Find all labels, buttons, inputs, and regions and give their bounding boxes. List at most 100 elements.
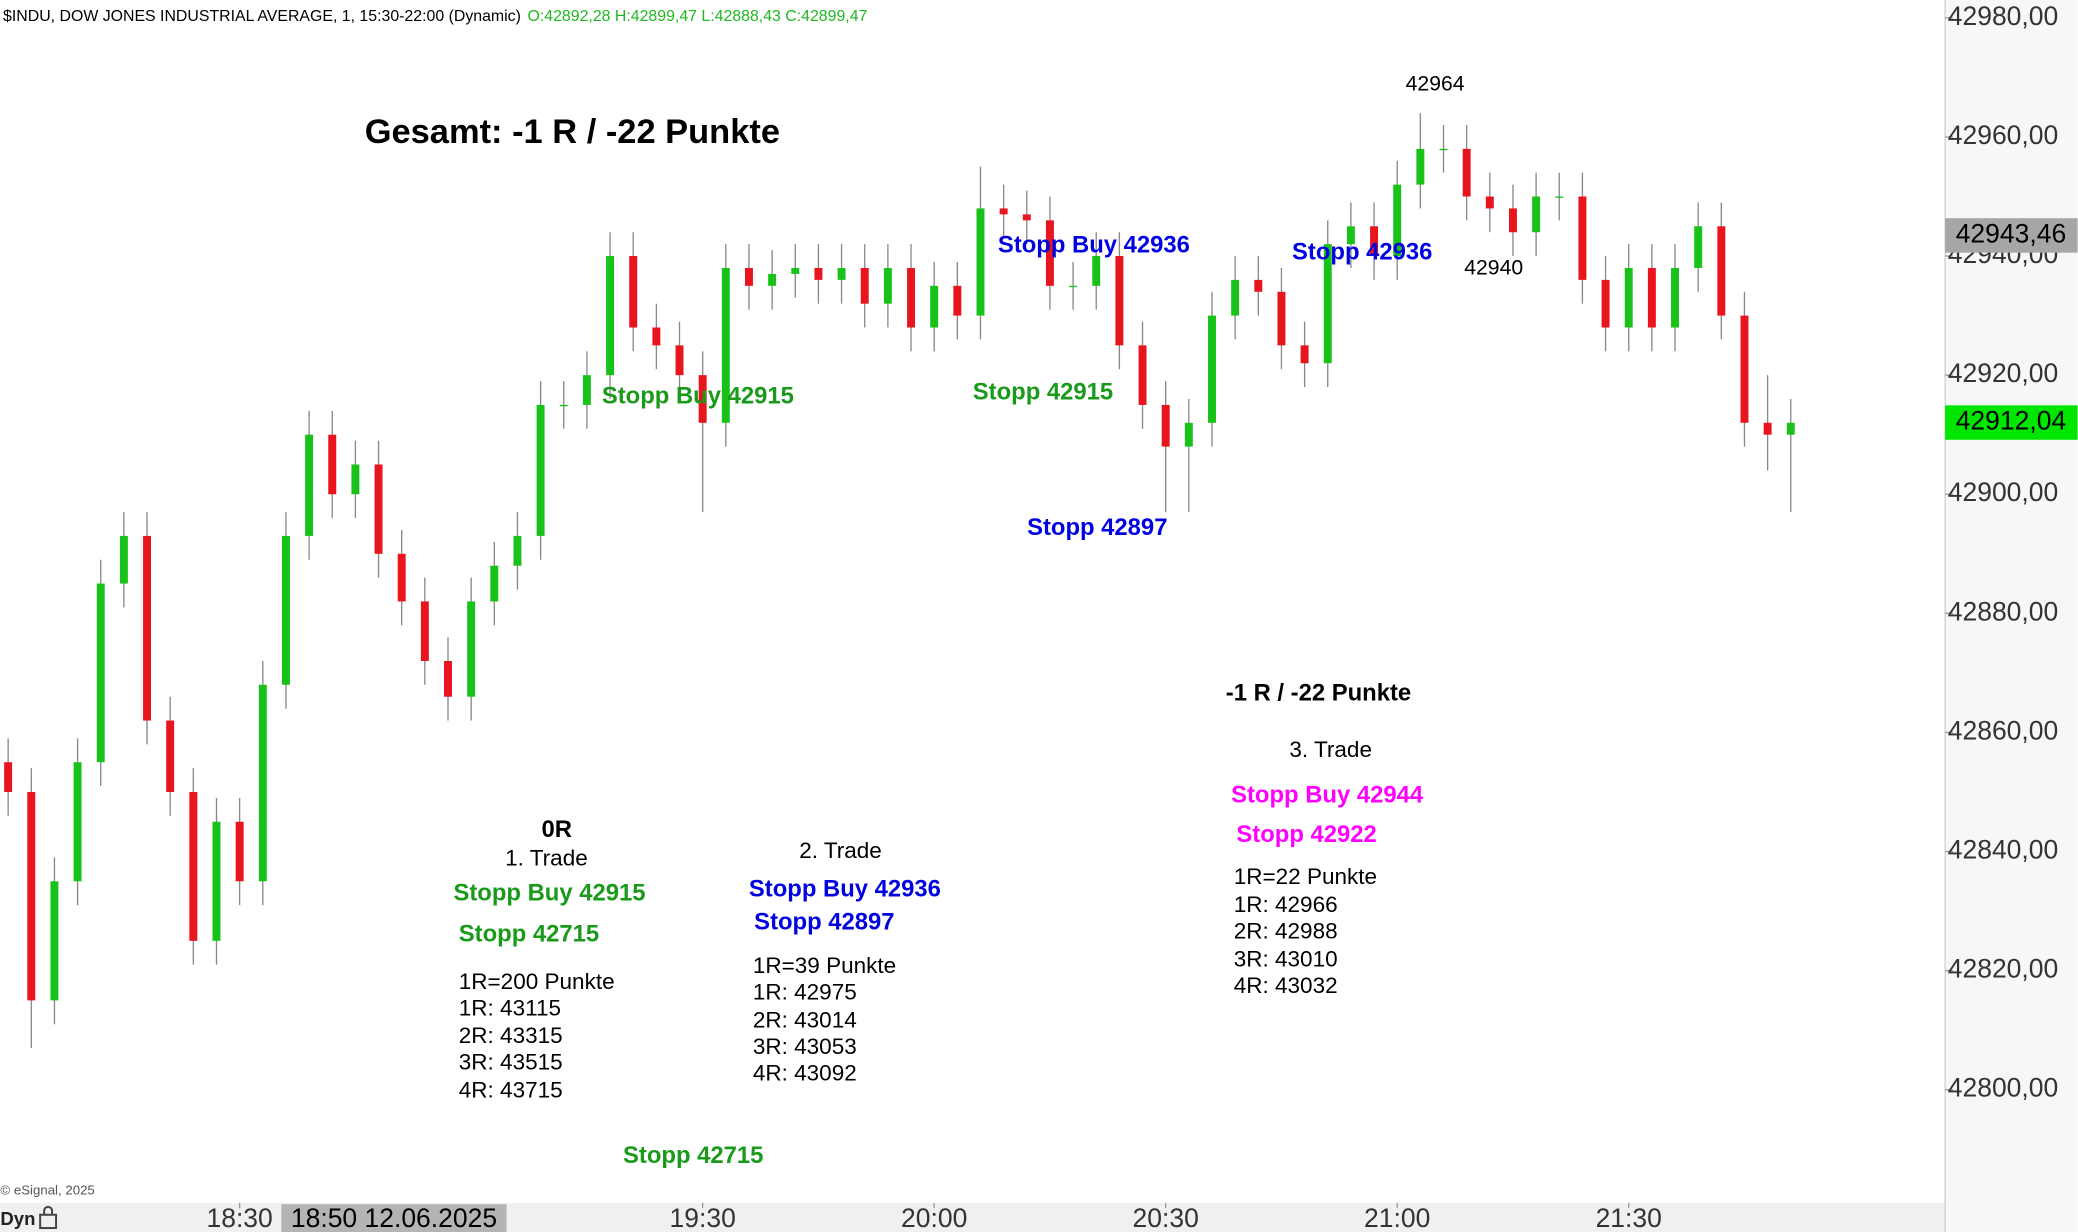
candle-body [675, 345, 684, 376]
annotation: Stopp Buy 42915 [602, 383, 794, 410]
candle-body [4, 762, 13, 792]
candle-body [467, 601, 476, 697]
candle-body [420, 601, 429, 661]
candle-body [1138, 345, 1147, 405]
annotation: Stopp Buy 42944 [1231, 781, 1424, 808]
candle-body [1532, 196, 1541, 233]
candle-body [1763, 422, 1772, 435]
annotation: 2R: 42988 [1234, 919, 1338, 944]
candle-body [1694, 226, 1703, 268]
annotation: 3R: 43010 [1234, 946, 1338, 971]
annotation: 3. Trade [1289, 737, 1372, 762]
candle-body [96, 583, 105, 763]
time-cursor-box [281, 1204, 507, 1232]
candle-body [814, 267, 823, 280]
candle-body [281, 535, 290, 685]
annotation: Stopp 42897 [754, 909, 894, 936]
candle-body [1184, 422, 1193, 447]
annotation: 1R=200 Punkte [459, 969, 615, 994]
annotation: Stopp 42915 [973, 379, 1113, 406]
candle-body [768, 273, 777, 286]
copyright: © eSignal, 2025 [0, 1182, 94, 1197]
candle-body [166, 720, 175, 792]
candle-body [1277, 291, 1286, 346]
candle-body [1346, 226, 1355, 245]
candle-body [212, 821, 221, 941]
candle-body [652, 327, 661, 346]
candles [4, 113, 1795, 1049]
x-tick-label: 21:00 [1364, 1203, 1430, 1232]
candle-body [1624, 267, 1633, 328]
annotation: 3R: 43515 [459, 1050, 563, 1075]
candle-body [976, 208, 985, 316]
candle-body [1300, 345, 1309, 364]
candle-body [397, 553, 406, 602]
chart-header: $INDU, DOW JONES INDUSTRIAL AVERAGE, 1, … [3, 8, 867, 25]
annotation: 2R: 43315 [459, 1023, 563, 1048]
lock-icon[interactable] [39, 1205, 58, 1230]
y-tick-label: 42960,00 [1948, 120, 2058, 150]
lock-body [39, 1213, 58, 1230]
price-marker [1945, 218, 2078, 253]
ohlc-summary: O:42892,28 H:42899,47 L:42888,43 C:42899… [528, 8, 868, 25]
annotation: Stopp Buy 42936 [998, 232, 1190, 259]
y-tick-label: 42860,00 [1948, 715, 2058, 745]
candle-body [351, 464, 360, 495]
candle-body [1578, 196, 1587, 280]
candle-body [328, 434, 337, 495]
candle-body [1092, 256, 1101, 286]
candle-body [791, 267, 800, 274]
annotation: 1R=39 Punkte [753, 953, 896, 978]
candle-body [1370, 226, 1379, 257]
candle-body [189, 791, 198, 941]
candle-body [27, 791, 36, 1001]
annotation: Stopp Buy 42915 [453, 879, 645, 906]
annotation: 4R: 43715 [459, 1078, 563, 1103]
candle-body [235, 821, 244, 882]
annotation: 1R: 42966 [1234, 892, 1338, 917]
chart-title: $INDU, DOW JONES INDUSTRIAL AVERAGE, 1, … [3, 8, 521, 25]
annotation: 0R [542, 816, 572, 843]
annotation: Stopp 42922 [1236, 821, 1376, 848]
candle-body [374, 464, 383, 554]
annotation: 3R: 43053 [753, 1034, 857, 1059]
candle-body [698, 375, 707, 423]
candle-body [1161, 404, 1170, 447]
annotation: -1 R / -22 Punkte [1226, 679, 1411, 706]
candle-body [999, 208, 1008, 215]
annotation: 1R: 42975 [753, 980, 857, 1005]
y-tick-label: 42800,00 [1948, 1073, 2058, 1103]
candle-body [1717, 226, 1726, 316]
candle-body [883, 267, 892, 304]
candle-body [907, 267, 916, 328]
annotation: 1R: 43115 [459, 995, 561, 1020]
candle-body [73, 762, 82, 882]
candle-body [559, 404, 568, 407]
candle-body [1485, 196, 1494, 209]
y-tick-label: 42920,00 [1948, 358, 2058, 388]
annotation: Gesamt: -1 R / -22 Punkte [365, 113, 780, 151]
candle-body [444, 660, 452, 697]
y-tick-label: 42980,00 [1948, 1, 2058, 31]
candle-body [1462, 148, 1471, 197]
candle-body [1647, 267, 1656, 328]
candle-body [1022, 214, 1031, 221]
candle-body [744, 267, 753, 286]
annotation: 2R: 43014 [753, 1007, 857, 1032]
candle-body [582, 375, 591, 405]
candle-body [1786, 422, 1795, 435]
candle-body [1231, 279, 1240, 316]
candle-body [1208, 315, 1216, 423]
candle-body [953, 285, 962, 316]
annotation: 4R: 43092 [753, 1060, 857, 1085]
annotation: 1. Trade [505, 846, 588, 871]
candle-body [629, 256, 638, 328]
candle-body [837, 267, 846, 280]
candle-body [536, 404, 545, 536]
candle-body [1555, 196, 1564, 198]
y-tick-label: 42820,00 [1948, 954, 2058, 984]
candle-body [721, 267, 730, 423]
annotation: 42940 [1464, 257, 1523, 280]
